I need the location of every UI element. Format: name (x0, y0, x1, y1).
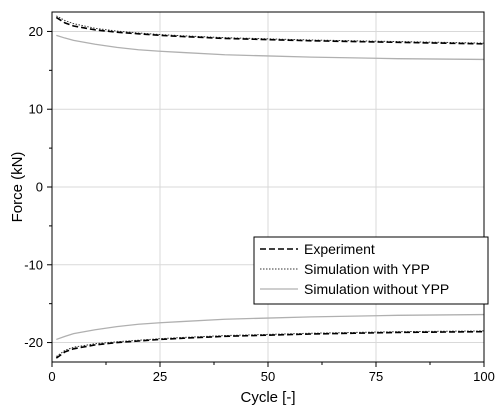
axis-ticks: 0 25 50 75 100 -20 -10 0 10 20 (24, 24, 495, 384)
series-line-simulation-with-ypp-lower (56, 330, 485, 357)
x-tick-label: 25 (153, 369, 167, 384)
y-tick-label: 0 (36, 180, 43, 195)
x-axis-title: Cycle [-] (240, 389, 295, 406)
legend-label-simulation-without-ypp: Simulation without YPP (304, 281, 449, 297)
legend-label-experiment: Experiment (304, 241, 375, 257)
series-line-experiment-upper (55, 16, 485, 45)
y-tick-label: -10 (24, 257, 43, 272)
legend-box (253, 236, 489, 305)
x-tick-label: 50 (261, 369, 275, 384)
series-line-simulation-without-ypp-lower (56, 313, 485, 341)
x-tick-label: 75 (369, 369, 383, 384)
y-tick-label: -20 (24, 335, 43, 350)
x-tick-label: 100 (473, 369, 495, 384)
y-axis-title: Force (kN) (9, 152, 26, 223)
series-lines (55, 15, 485, 359)
series-line-simulation-without-ypp-upper (56, 34, 485, 61)
grid (51, 12, 485, 362)
x-tick-label: 0 (48, 369, 55, 384)
y-tick-label: 20 (29, 24, 43, 39)
y-tick-label: 10 (29, 102, 43, 117)
series-line-experiment-lower (55, 330, 485, 359)
legend: Experiment Simulation with YPP Simulation … (253, 236, 489, 305)
legend-label-simulation-with-ypp: Simulation with YPP (304, 261, 430, 277)
